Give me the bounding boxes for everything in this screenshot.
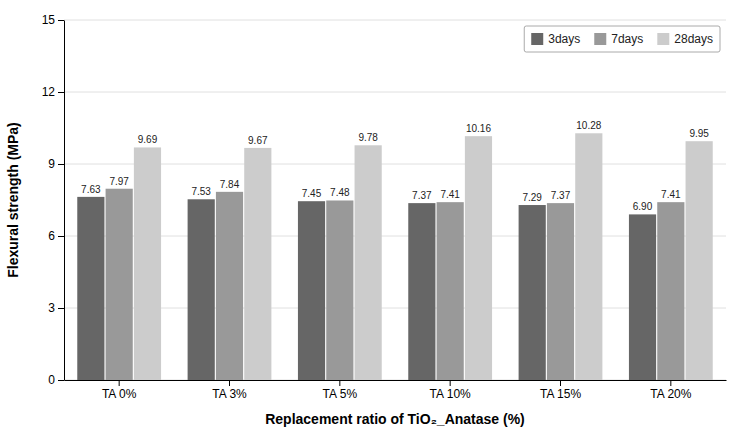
bar <box>188 199 215 380</box>
legend: 3days 7days 28days <box>524 26 720 52</box>
y-tick-label: 15 <box>42 13 56 27</box>
bar <box>575 133 602 380</box>
x-tick-label: TA 20% <box>650 387 691 401</box>
legend-label: 3days <box>548 32 580 46</box>
bar <box>326 200 353 380</box>
data-label: 7.48 <box>330 187 350 198</box>
data-label: 7.41 <box>440 189 460 200</box>
chart: 7.63 7.53 7.45 7.37 7.29 6.90 7.97 7.84 7.48 7.41… <box>0 0 746 438</box>
bar <box>77 197 104 380</box>
bar <box>686 141 713 380</box>
data-label: 9.67 <box>248 135 268 146</box>
x-tick-label: TA 15% <box>540 387 581 401</box>
x-tick-label: TA 3% <box>212 387 247 401</box>
legend-swatch <box>657 33 669 45</box>
bar <box>657 202 684 380</box>
bar <box>244 148 271 380</box>
bar <box>134 147 161 380</box>
x-tick: TA 10% <box>430 380 471 401</box>
x-tick-mark <box>119 380 120 386</box>
data-label: 7.45 <box>302 188 322 199</box>
data-label: 7.84 <box>220 179 240 190</box>
x-tick: TA 20% <box>650 380 691 401</box>
bars <box>77 133 712 380</box>
y-tick: 12 <box>42 85 64 99</box>
bar <box>547 203 574 380</box>
data-label: 7.29 <box>522 192 542 203</box>
x-tick-label: TA 5% <box>323 387 358 401</box>
y-tick: 0 <box>48 373 64 387</box>
grid <box>64 20 726 380</box>
data-label: 7.37 <box>551 190 571 201</box>
x-tick-label: TA 0% <box>102 387 137 401</box>
bar <box>437 202 464 380</box>
grid-line <box>64 236 726 237</box>
y-tick-mark <box>58 92 64 93</box>
y-tick-mark <box>58 20 64 21</box>
data-label: 9.69 <box>138 134 158 145</box>
x-axis: TA 0% TA 3% TA 5% TA 10% TA 15% TA 20% <box>65 380 727 401</box>
legend-label: 28days <box>674 32 713 46</box>
bar <box>216 192 243 380</box>
x-axis-line <box>65 380 727 381</box>
y-tick: 3 <box>48 301 64 315</box>
y-tick: 6 <box>48 229 64 243</box>
y-tick: 9 <box>48 157 64 171</box>
y-tick-label: 3 <box>48 301 55 315</box>
data-labels: 7.63 7.53 7.45 7.37 7.29 6.90 7.97 7.84 7.48 7.41… <box>81 120 709 212</box>
bar <box>106 189 133 380</box>
y-axis: 0 3 6 9 12 15 <box>42 13 65 387</box>
bar <box>519 205 546 380</box>
data-label: 6.90 <box>633 201 653 212</box>
legend-label: 7days <box>611 32 643 46</box>
grid-line <box>64 308 726 309</box>
data-label: 10.28 <box>576 120 601 131</box>
data-label: 7.41 <box>661 189 681 200</box>
grid-line <box>64 164 726 165</box>
legend-swatch <box>594 33 606 45</box>
data-label: 9.78 <box>358 132 378 143</box>
data-label: 7.53 <box>191 186 211 197</box>
x-tick-mark <box>670 380 671 386</box>
grid-line <box>64 380 726 381</box>
bar <box>298 201 325 380</box>
y-tick-label: 12 <box>42 85 56 99</box>
legend-box <box>524 26 720 52</box>
bar <box>355 145 382 380</box>
x-tick-mark <box>229 380 230 386</box>
y-tick-mark <box>58 236 64 237</box>
y-axis-title: Flexural strength (MPa) <box>5 122 21 278</box>
x-tick-mark <box>450 380 451 386</box>
data-label: 10.16 <box>466 123 491 134</box>
x-tick: TA 0% <box>102 380 137 401</box>
y-tick-mark <box>58 380 64 381</box>
y-tick-mark <box>58 308 64 309</box>
x-tick-mark <box>560 380 561 386</box>
legend-swatch <box>531 33 543 45</box>
y-tick-label: 6 <box>48 229 55 243</box>
bar <box>408 203 435 380</box>
data-label: 7.63 <box>81 184 101 195</box>
x-tick: TA 3% <box>212 380 247 401</box>
x-tick: TA 5% <box>323 380 358 401</box>
y-tick-label: 0 <box>48 373 55 387</box>
grid-line <box>64 20 726 21</box>
y-tick-mark <box>58 164 64 165</box>
x-tick: TA 15% <box>540 380 581 401</box>
data-label: 7.37 <box>412 190 432 201</box>
x-tick-mark <box>339 380 340 386</box>
y-tick: 15 <box>42 13 64 27</box>
x-tick-label: TA 10% <box>430 387 471 401</box>
data-label: 7.97 <box>109 176 129 187</box>
x-axis-title: Replacement ratio of TiO₂_Anatase (%) <box>265 411 525 427</box>
bar <box>465 136 492 380</box>
y-axis-line <box>64 21 65 381</box>
grid-line <box>64 92 726 93</box>
data-label: 9.95 <box>689 128 709 139</box>
y-tick-label: 9 <box>48 157 55 171</box>
bar <box>629 214 656 380</box>
